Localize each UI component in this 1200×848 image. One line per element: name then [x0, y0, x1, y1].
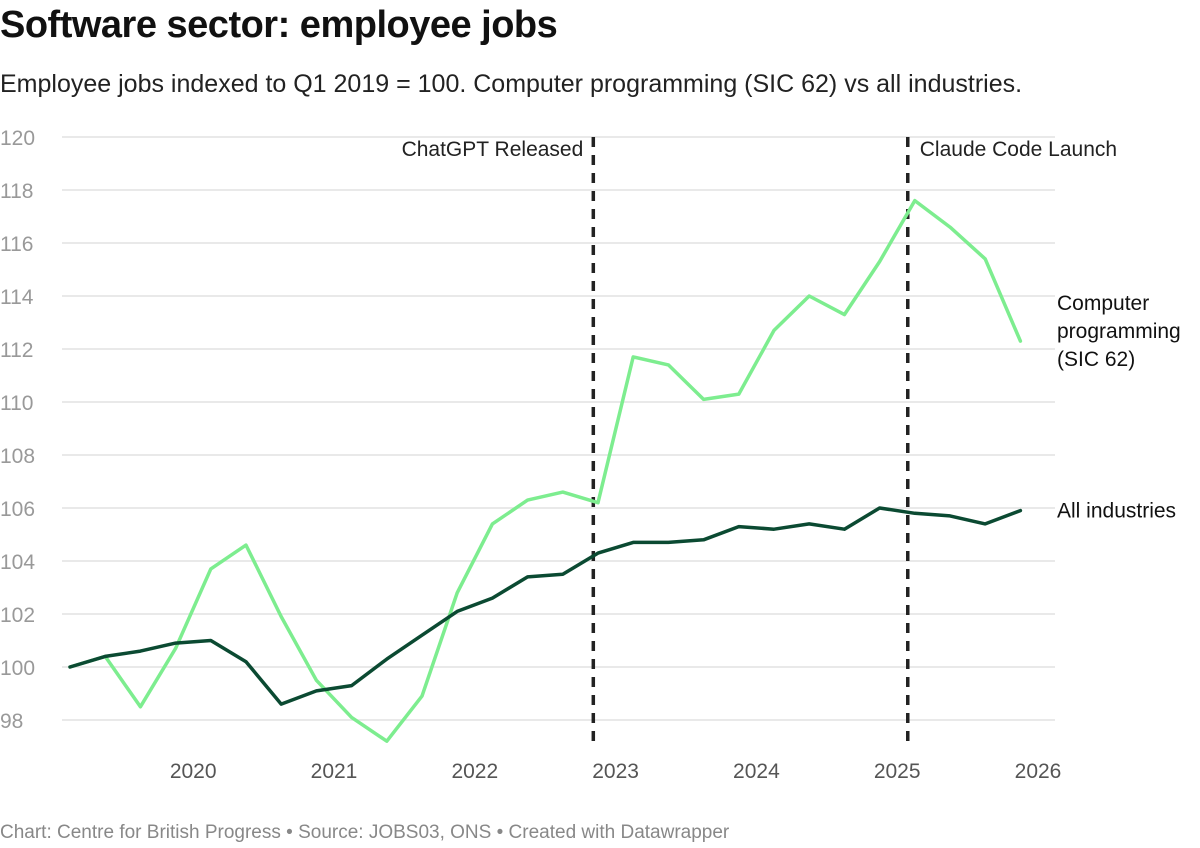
series-label: All industries — [1057, 500, 1176, 523]
y-tick-label: 106 — [0, 498, 35, 521]
event-label: ChatGPT Released — [402, 138, 584, 161]
series-line — [68, 506, 1023, 706]
chart-subtitle: Employee jobs indexed to Q1 2019 = 100. … — [0, 70, 1023, 98]
series-label: programming — [1057, 320, 1181, 343]
y-tick-label: 118 — [0, 180, 33, 203]
chart-footer: Chart: Centre for British Progress • Sou… — [0, 822, 730, 843]
y-tick-label: 100 — [0, 657, 35, 680]
series-label: Computer — [1057, 292, 1149, 315]
x-tick-label: 2023 — [592, 760, 639, 783]
x-tick-label: 2026 — [1015, 760, 1062, 783]
x-tick-label: 2024 — [733, 760, 780, 783]
series-label: (SIC 62) — [1057, 348, 1135, 371]
y-tick-label: 98 — [0, 710, 23, 733]
event-label: Claude Code Launch — [920, 138, 1117, 161]
y-tick-label: 104 — [0, 551, 35, 574]
chart-title: Software sector: employee jobs — [0, 4, 558, 46]
y-tick-label: 116 — [0, 233, 33, 256]
x-tick-label: 2021 — [311, 760, 358, 783]
x-tick-label: 2020 — [170, 760, 217, 783]
y-tick-label: 102 — [0, 604, 35, 627]
y-tick-label: 120 — [0, 127, 35, 150]
y-tick-label: 110 — [0, 392, 33, 415]
y-tick-label: 112 — [0, 339, 33, 362]
x-tick-label: 2022 — [451, 760, 498, 783]
x-tick-label: 2025 — [874, 760, 921, 783]
series-line — [68, 198, 1023, 743]
y-tick-label: 108 — [0, 445, 35, 468]
y-tick-label: 114 — [0, 286, 34, 309]
